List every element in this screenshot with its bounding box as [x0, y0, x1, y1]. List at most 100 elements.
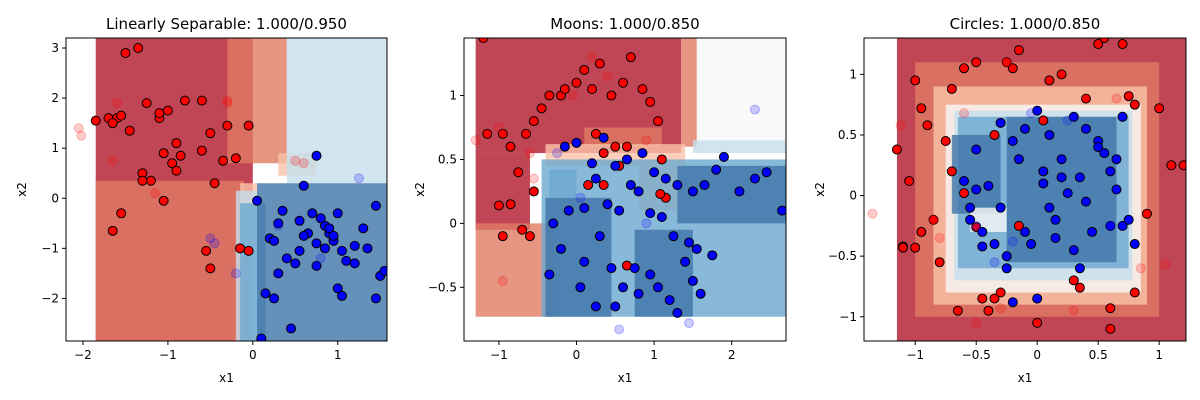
train-point-class1 — [575, 282, 586, 293]
train-point-class1 — [590, 173, 601, 184]
test-point-class1 — [749, 104, 760, 115]
axes-frame — [863, 37, 1187, 342]
test-point-class1 — [205, 233, 216, 244]
decision-region — [545, 197, 612, 317]
train-point-class1 — [320, 243, 331, 254]
train-point-class0 — [621, 141, 632, 152]
train-point-class0 — [1105, 323, 1116, 334]
train-point-class0 — [497, 128, 508, 139]
train-point-class0 — [107, 118, 118, 129]
test-point-class0 — [528, 173, 539, 184]
train-point-class1 — [660, 173, 671, 184]
train-point-class0 — [196, 95, 207, 106]
train-point-class0 — [107, 225, 118, 236]
train-point-class0 — [1099, 38, 1110, 43]
train-point-class0 — [904, 176, 915, 187]
train-point-class0 — [1032, 317, 1043, 328]
y-tick-label: 2 — [51, 91, 59, 105]
test-point-class0 — [524, 148, 535, 159]
train-point-class1 — [691, 243, 702, 254]
test-point-class0 — [470, 135, 481, 146]
train-point-class0 — [505, 199, 516, 210]
train-point-class1 — [311, 238, 322, 249]
x-tick-label: −1 — [906, 348, 924, 362]
train-point-class1 — [358, 223, 369, 234]
subplot-3: −1 −0.5 0 0.5 1 −1 −0.5 0 0.5 1 Circles: 1.000/0.8… — [813, 15, 1187, 385]
train-point-class1 — [977, 241, 988, 252]
train-point-class0 — [606, 90, 617, 101]
train-point-class1 — [625, 180, 636, 191]
train-point-class1 — [684, 237, 695, 248]
train-point-class1 — [629, 263, 640, 274]
train-point-class1 — [315, 213, 326, 224]
train-point-class1 — [298, 180, 309, 191]
x-tick-label: −0.5 — [962, 348, 991, 362]
train-point-class1 — [1056, 154, 1067, 165]
train-point-class1 — [1111, 154, 1122, 165]
train-point-class1 — [1038, 178, 1049, 189]
train-point-class0 — [983, 305, 994, 316]
train-point-class0 — [90, 115, 101, 126]
y-tick-label: 1 — [849, 67, 857, 81]
train-point-class1 — [281, 253, 292, 264]
train-point-class1 — [687, 186, 698, 197]
train-point-class0 — [145, 175, 156, 186]
train-point-class0 — [1123, 91, 1134, 102]
train-point-class0 — [571, 77, 582, 88]
decision-region — [95, 180, 245, 341]
train-point-class1 — [1044, 129, 1055, 140]
train-point-class1 — [1123, 214, 1134, 225]
train-point-class1 — [1050, 214, 1061, 225]
test-point-class0 — [150, 188, 161, 199]
train-point-class0 — [971, 57, 982, 68]
train-point-class1 — [1111, 184, 1122, 195]
train-point-class1 — [637, 148, 648, 159]
train-point-class1 — [699, 180, 710, 191]
train-point-class1 — [672, 180, 683, 191]
y-tick-label: −0.5 — [428, 280, 457, 294]
train-point-class1 — [610, 301, 621, 312]
train-point-class1 — [633, 186, 644, 197]
train-point-class1 — [633, 288, 644, 299]
train-point-class1 — [336, 245, 347, 256]
train-point-class1 — [1001, 263, 1012, 274]
train-point-class1 — [332, 208, 343, 219]
test-point-class0 — [602, 71, 613, 82]
train-point-class0 — [171, 165, 182, 176]
decision-region — [549, 169, 577, 198]
train-point-class1 — [656, 211, 667, 222]
train-point-class1 — [1020, 226, 1030, 237]
train-point-class1 — [1038, 166, 1049, 177]
test-point-class0 — [497, 275, 508, 286]
x-tick-label: 1 — [334, 348, 342, 362]
train-point-class0 — [1068, 275, 1079, 286]
train-point-class1 — [590, 301, 601, 312]
decision-region — [227, 38, 287, 164]
x-axis-label: x1 — [1018, 371, 1033, 385]
train-point-class1 — [959, 176, 970, 187]
train-point-class1 — [971, 144, 982, 155]
train-point-class1 — [989, 239, 1000, 250]
train-point-class0 — [946, 83, 957, 94]
train-point-class1 — [645, 208, 656, 219]
train-point-class1 — [1129, 239, 1140, 250]
train-point-class1 — [587, 158, 598, 169]
train-point-class0 — [655, 188, 666, 199]
train-point-class0 — [482, 128, 493, 139]
y-tick-label: 0.5 — [438, 152, 457, 166]
test-point-class1 — [230, 268, 241, 279]
train-point-class1 — [664, 295, 675, 306]
train-point-class1 — [252, 195, 263, 206]
x-tick-label: 0 — [1033, 348, 1041, 362]
train-point-class0 — [1056, 69, 1067, 80]
test-point-class0 — [298, 158, 309, 169]
test-point-class1 — [353, 173, 364, 184]
decision-region — [692, 140, 786, 154]
train-point-class1 — [1093, 142, 1104, 153]
train-point-class1 — [273, 218, 284, 229]
train-point-class0 — [201, 245, 212, 256]
train-point-class1 — [273, 268, 284, 279]
test-point-class1 — [989, 257, 1000, 268]
train-point-class1 — [311, 150, 322, 161]
